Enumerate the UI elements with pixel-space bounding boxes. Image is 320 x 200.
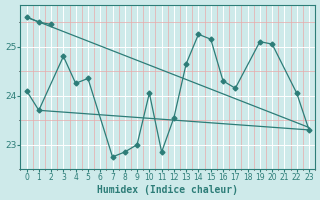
X-axis label: Humidex (Indice chaleur): Humidex (Indice chaleur): [97, 185, 238, 195]
